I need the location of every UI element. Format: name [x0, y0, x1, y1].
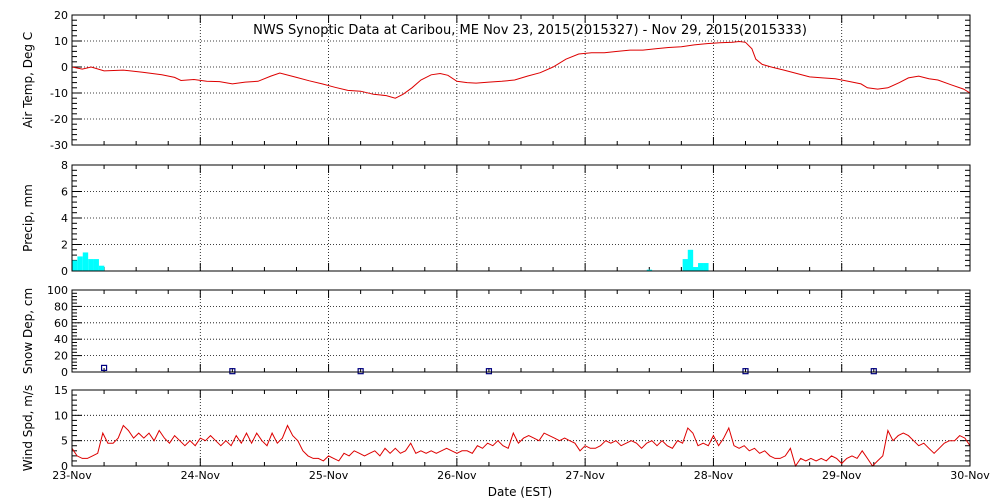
x-tick-label: 24-Nov	[181, 469, 221, 482]
y-tick-label: 5	[61, 435, 68, 448]
panel-frame	[71, 389, 971, 467]
y-tick-label: 6	[61, 186, 68, 199]
y-axis-label: Snow Dep, cm	[21, 288, 35, 374]
y-tick-label: 8	[61, 159, 68, 172]
air-temp-series-line	[71, 40, 971, 99]
precip-bar	[698, 263, 704, 271]
x-tick-label: 30-Nov	[950, 469, 990, 482]
panel-frame	[71, 14, 971, 146]
y-axis-label: Wind Spd, m/s	[21, 385, 35, 471]
chart-title: NWS Synoptic Data at Caribou, ME Nov 23,…	[253, 23, 807, 38]
y-tick-label: 10	[54, 35, 68, 48]
y-tick-label: 60	[54, 317, 68, 330]
y-tick-label: 100	[47, 284, 68, 297]
y-tick-label: 0	[61, 460, 68, 473]
precip-bar	[682, 259, 689, 271]
y-tick-label: 15	[54, 384, 68, 397]
x-tick-label: 29-Nov	[822, 469, 862, 482]
panel-frame	[71, 164, 971, 272]
panels: -30 -20 -10 0 10 20 Air Temp, Deg C 0 2 4 6 8 Precip…	[21, 9, 990, 482]
y-tick-label: 4	[61, 212, 68, 225]
wind-speed-series-line	[71, 424, 971, 468]
y-tick-label: 40	[54, 333, 68, 346]
y-tick-label: 0	[61, 265, 68, 278]
panel-snow-depth: 0 20 40 60 80 100 Snow Dep, cm	[21, 284, 971, 379]
panel-frame	[71, 289, 971, 373]
y-tick-label: 10	[54, 409, 68, 422]
y-tick-label: 20	[54, 350, 68, 363]
y-axis-label: Air Temp, Deg C	[21, 32, 35, 128]
snow-depth-point	[100, 364, 108, 371]
precip-bar	[93, 259, 99, 271]
precip-bar	[98, 265, 105, 271]
panel-wind-speed: 0 5 10 15 Wind Spd, m/s	[21, 384, 971, 473]
precip-bar	[77, 256, 83, 271]
x-tick-label: 28-Nov	[694, 469, 734, 482]
snow-depth-point	[742, 368, 749, 375]
panel-air-temp: -30 -20 -10 0 10 20 Air Temp, Deg C	[21, 9, 971, 152]
panel-precip: 0 2 4 6 8 Precip, mm	[21, 159, 971, 278]
precip-bar	[72, 260, 78, 271]
x-tick-label: 25-Nov	[309, 469, 349, 482]
precip-bar	[646, 269, 653, 271]
x-tick-label: 23-Nov	[52, 469, 92, 482]
snow-depth-point	[870, 368, 877, 375]
snow-depth-point	[357, 368, 364, 375]
snow-depth-point	[485, 368, 493, 375]
y-tick-label: 0	[61, 61, 68, 74]
y-axis-label: Precip, mm	[21, 184, 35, 252]
x-tick-label: 27-Nov	[565, 469, 605, 482]
precip-bar	[703, 263, 709, 271]
y-tick-label: 0	[61, 366, 68, 379]
x-tick-label: 26-Nov	[437, 469, 477, 482]
precip-bar	[687, 249, 694, 271]
precip-bar	[692, 267, 699, 271]
precip-bar	[82, 252, 89, 271]
precip-bar	[88, 259, 94, 271]
y-tick-label: -10	[50, 87, 68, 100]
y-tick-label: 20	[54, 9, 68, 22]
y-tick-label: 2	[61, 239, 68, 252]
x-axis-label: Date (EST)	[488, 485, 552, 499]
y-tick-label: -30	[50, 139, 68, 152]
snow-depth-point	[229, 368, 236, 375]
y-tick-label: -20	[50, 113, 68, 126]
y-tick-label: 80	[54, 300, 68, 313]
